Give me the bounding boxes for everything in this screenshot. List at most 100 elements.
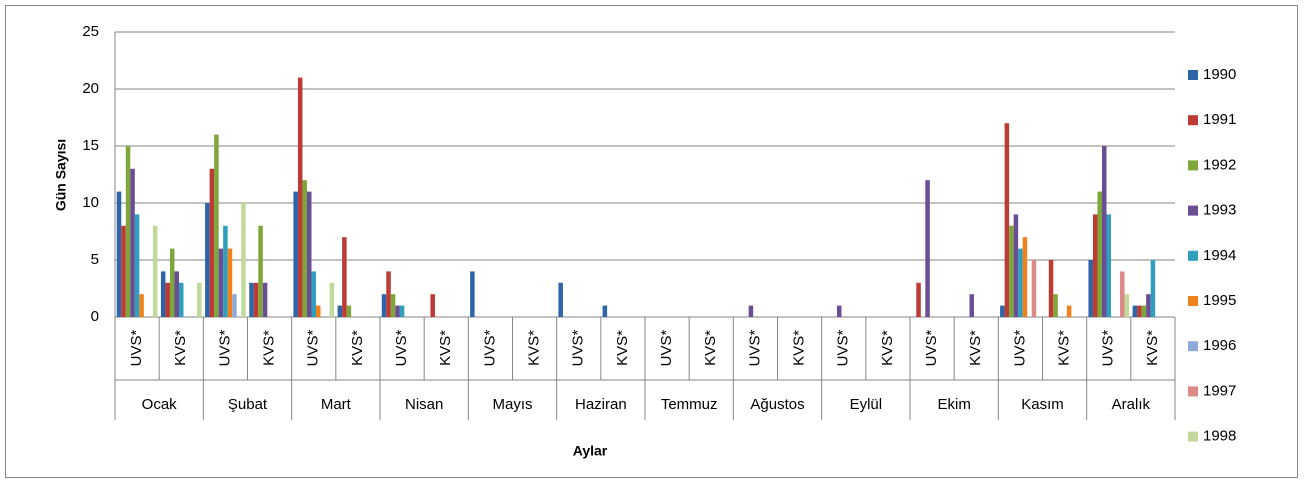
legend-label: 1991 [1203,111,1236,128]
bar [249,282,254,317]
bar [197,282,202,317]
y-tick-label: 5 [91,251,99,268]
x-tick-label: UVS* [393,330,410,367]
x-group-label: Aralık [1112,396,1151,413]
legend-swatch [1188,431,1198,442]
bar [399,305,405,317]
legend-label: 1992 [1203,156,1236,173]
bar [1000,305,1005,317]
legend-label: 1996 [1203,337,1236,354]
legend-label: 1998 [1203,428,1236,445]
bar [342,237,347,317]
x-tick-label: KVS* [1056,330,1073,366]
bar [836,305,842,317]
legend-swatch [1188,341,1198,352]
x-tick-label: KVS* [879,330,896,366]
x-tick-label: KVS* [614,330,631,366]
chart-border [5,5,1298,478]
bar [1018,248,1023,317]
x-group-label: Ocak [142,396,178,413]
x-group-label: Kasım [1021,396,1064,413]
legend-swatch [1188,160,1198,171]
bar [116,191,122,317]
bar [1120,271,1125,317]
x-tick-label: KVS* [261,330,278,366]
bar [178,282,184,317]
legend-swatch [1188,386,1198,397]
bar [130,168,135,317]
bar [253,282,259,317]
bar [470,271,475,317]
legend-label: 1997 [1203,382,1236,399]
bar [346,305,352,317]
bar [386,271,391,317]
x-tick-label: UVS* [128,330,145,367]
bar [311,271,317,317]
y-tick-label: 15 [82,137,99,154]
bar [1150,260,1156,317]
x-axis-title: Aylar [573,443,608,459]
bar [916,282,921,317]
x-group-label: Eylül [850,396,883,413]
bar [1097,191,1102,317]
x-group-label: Ekim [937,396,970,413]
x-tick-label: UVS* [1011,330,1028,367]
bar [1013,214,1019,317]
bar [241,203,246,317]
bar [174,271,179,317]
bar [558,282,563,317]
x-group-label: Ağustos [750,396,804,413]
bar [293,191,298,317]
bar [306,191,312,317]
bar [205,203,210,317]
bar [227,248,233,317]
x-tick-label: UVS* [570,330,587,367]
bar [602,305,608,317]
bar [160,271,166,317]
x-tick-label: KVS* [526,330,543,366]
bar [214,134,219,317]
bar [223,225,228,317]
x-tick-label: UVS* [1100,330,1117,367]
bar [1031,260,1037,317]
bar [969,294,974,317]
y-tick-label: 0 [91,308,99,325]
bar [748,305,754,317]
bar [139,294,144,317]
x-group-label: Mayıs [492,396,532,413]
bar [329,282,335,317]
bar [209,168,215,317]
bar [925,180,930,317]
bar [381,294,387,317]
bar [1022,237,1028,317]
x-tick-label: KVS* [349,330,366,366]
bar [1101,146,1107,317]
x-tick-label: UVS* [216,330,233,367]
bar [1004,123,1010,317]
x-tick-label: UVS* [746,330,763,367]
bar [1141,305,1147,317]
bar [337,305,343,317]
bar [1137,305,1142,317]
bar [1092,214,1098,317]
legend-label: 1990 [1203,66,1236,83]
bar [395,305,400,317]
x-tick-label: UVS* [835,330,852,367]
legend-label: 1993 [1203,202,1236,219]
x-tick-label: KVS* [172,330,189,366]
bar [1124,294,1130,317]
x-group-label: Haziran [575,396,627,413]
bar [1088,260,1093,317]
bar [232,294,237,317]
bar [1146,294,1151,317]
y-tick-label: 10 [82,194,99,211]
x-tick-label: UVS* [481,330,498,367]
bar [262,282,268,317]
y-tick-label: 20 [82,80,99,97]
bar [169,248,175,317]
x-group-label: Temmuz [661,396,718,413]
legend-swatch [1188,296,1198,306]
legend-label: 1994 [1203,247,1236,264]
bar [297,77,303,317]
